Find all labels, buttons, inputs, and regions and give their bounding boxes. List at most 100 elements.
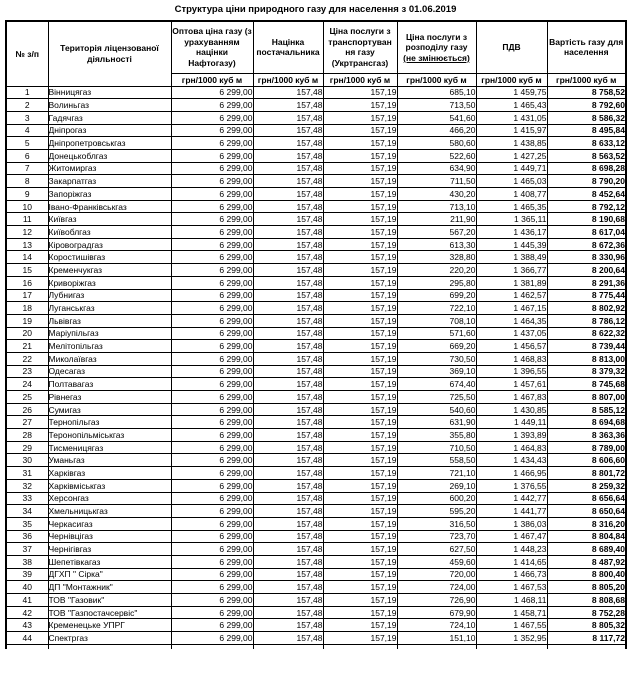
vat-cell: 1 462,57 <box>475 288 548 303</box>
vat-cell: 1 448,23 <box>475 542 548 556</box>
header-row-number: № з/п <box>5 20 49 87</box>
territory-cell: Маріупільгаз <box>47 326 172 341</box>
wholesale-price-cell: 6 299,00 <box>170 593 254 607</box>
wholesale-price-cell: 6 299,00 <box>170 542 254 556</box>
territory-cell: Тисменицягаз <box>47 440 172 455</box>
distribution-price-cell: 571,60 <box>396 326 477 341</box>
wholesale-price-cell: 6 299,00 <box>170 504 254 518</box>
distribution-price-cell: 724,10 <box>396 618 477 633</box>
vat-cell: 1 465,03 <box>475 174 548 188</box>
distribution-price-cell: 722,10 <box>396 301 477 315</box>
row-number-cell: 20 <box>5 326 49 341</box>
unit-wholesale: грн/1000 куб м <box>170 72 254 87</box>
transport-price-cell: 157,19 <box>322 136 398 150</box>
row-number-cell: 31 <box>5 466 49 480</box>
vat-cell: 1 442,77 <box>475 491 548 506</box>
wholesale-price-cell: 6 299,00 <box>170 428 254 442</box>
distribution-price-cell: 710,50 <box>396 440 477 455</box>
row-number-cell: 26 <box>5 402 49 417</box>
table-row: 3 Гадячгаз 6 299,00 157,48 157,19 541,60… <box>5 110 627 125</box>
table-row: 44 Спектргаз 6 299,00 157,48 157,19 151,… <box>5 631 627 645</box>
transport-price-cell: 157,19 <box>322 631 398 645</box>
wholesale-price-cell: 6 299,00 <box>170 377 254 391</box>
territory-cell: Чернівцігаз <box>47 529 172 544</box>
header-distribution-price: Ціна послуги з розподілу газу (не змінює… <box>396 20 477 74</box>
supplier-markup-cell: 157,48 <box>252 580 324 594</box>
transport-price-cell: 157,19 <box>322 250 398 265</box>
total-price-cell: 8 739,44 <box>546 339 627 353</box>
transport-price-cell: 157,19 <box>322 504 398 518</box>
table-row: 40 ДП "Монтажник" 6 299,00 157,48 157,19… <box>5 580 627 594</box>
table-row: 8 Закарпатгаз 6 299,00 157,48 157,19 711… <box>5 174 627 188</box>
supplier-markup-cell: 157,48 <box>252 85 324 100</box>
total-price-cell: 8 495,84 <box>546 123 627 138</box>
header-total-price-label: Вартість газу для населення <box>549 36 624 58</box>
row-number-cell: 29 <box>5 440 49 455</box>
total-price-cell: 8 792,60 <box>546 98 627 112</box>
row-number-cell: 43 <box>5 618 49 633</box>
distribution-price-cell: 721,10 <box>396 466 477 480</box>
wholesale-price-cell: 6 299,00 <box>170 339 254 353</box>
supplier-markup-cell: 157,48 <box>252 301 324 315</box>
table-row: 33 Херсонгаз 6 299,00 157,48 157,19 600,… <box>5 491 627 506</box>
table-row: 39 ДГХП " Сірка" 6 299,00 157,48 157,19 … <box>5 567 627 582</box>
transport-price-cell: 157,19 <box>322 288 398 303</box>
distribution-price-cell: 631,90 <box>396 415 477 430</box>
territory-cell: Донецькоблгаз <box>47 148 172 163</box>
distribution-price-cell: 295,80 <box>396 275 477 290</box>
table-row: 38 Шепетівкагаз 6 299,00 157,48 157,19 4… <box>5 554 627 569</box>
distribution-price-cell: 708,10 <box>396 313 477 328</box>
table-row: 10 Івано-Франківськгаз 6 299,00 157,48 1… <box>5 199 627 214</box>
wholesale-price-cell: 6 299,00 <box>170 275 254 290</box>
distribution-price-cell: 430,20 <box>396 187 477 201</box>
distribution-price-cell: 522,60 <box>396 148 477 163</box>
transport-price-cell: 157,19 <box>322 301 398 315</box>
total-price-cell: 8 363,36 <box>546 428 627 442</box>
table-row: 17 Лубнигаз 6 299,00 157,48 157,19 699,2… <box>5 288 627 303</box>
wholesale-price-cell: 6 299,00 <box>170 98 254 112</box>
vat-cell: 1 430,85 <box>475 402 548 417</box>
transport-price-cell: 157,19 <box>322 529 398 544</box>
total-price-cell: 8 330,96 <box>546 250 627 265</box>
territory-cell: ДГХП " Сірка" <box>47 567 172 582</box>
distribution-price-cell: 328,80 <box>396 250 477 265</box>
row-number-cell: 33 <box>5 491 49 506</box>
transport-price-cell: 157,19 <box>322 174 398 188</box>
territory-cell: Вінницягаз <box>47 85 172 100</box>
total-price-cell: 8 813,00 <box>546 351 627 366</box>
territory-cell: Дніпропетровськгаз <box>47 136 172 150</box>
supplier-markup-cell: 157,48 <box>252 199 324 214</box>
distribution-price-cell: 699,20 <box>396 288 477 303</box>
row-number-cell: 7 <box>5 161 49 176</box>
territory-cell: Спектргаз <box>47 631 172 645</box>
vat-cell: 1 456,57 <box>475 339 548 353</box>
territory-cell: Київоблгаз <box>47 225 172 239</box>
table-row: 11 Київгаз 6 299,00 157,48 157,19 211,90… <box>5 212 627 227</box>
distribution-price-cell: 211,90 <box>396 212 477 227</box>
table-row: 1 Вінницягаз 6 299,00 157,48 157,19 685,… <box>5 85 627 100</box>
territory-cell: ТОВ "Газпостачсервіс" <box>47 605 172 620</box>
total-price-cell: 8 316,20 <box>546 516 627 531</box>
wholesale-price-cell: 6 299,00 <box>170 148 254 163</box>
distribution-price-cell: 355,80 <box>396 428 477 442</box>
supplier-markup-cell: 157,48 <box>252 390 324 404</box>
row-number-cell: 44 <box>5 631 49 645</box>
vat-cell: 1 467,55 <box>475 618 548 633</box>
transport-price-cell: 157,19 <box>322 339 398 353</box>
total-price-cell: 8 804,84 <box>546 529 627 544</box>
table-row: 2 Волиньгаз 6 299,00 157,48 157,19 713,5… <box>5 98 627 112</box>
supplier-markup-cell: 157,48 <box>252 326 324 341</box>
wholesale-price-cell: 6 299,00 <box>170 301 254 315</box>
table-row: 5 Дніпропетровськгаз 6 299,00 157,48 157… <box>5 136 627 150</box>
vat-cell: 1 467,47 <box>475 529 548 544</box>
total-price-cell: 8 452,64 <box>546 187 627 201</box>
distribution-price-cell: 466,20 <box>396 123 477 138</box>
vat-cell: 1 437,05 <box>475 326 548 341</box>
distribution-price-cell: 725,50 <box>396 390 477 404</box>
vat-cell: 1 465,35 <box>475 199 548 214</box>
total-price-cell: 8 650,64 <box>546 504 627 518</box>
territory-cell: Гадячгаз <box>47 110 172 125</box>
transport-price-cell: 157,19 <box>322 123 398 138</box>
table-row: 20 Маріупільгаз 6 299,00 157,48 157,19 5… <box>5 326 627 341</box>
distribution-price-cell: 220,20 <box>396 263 477 277</box>
